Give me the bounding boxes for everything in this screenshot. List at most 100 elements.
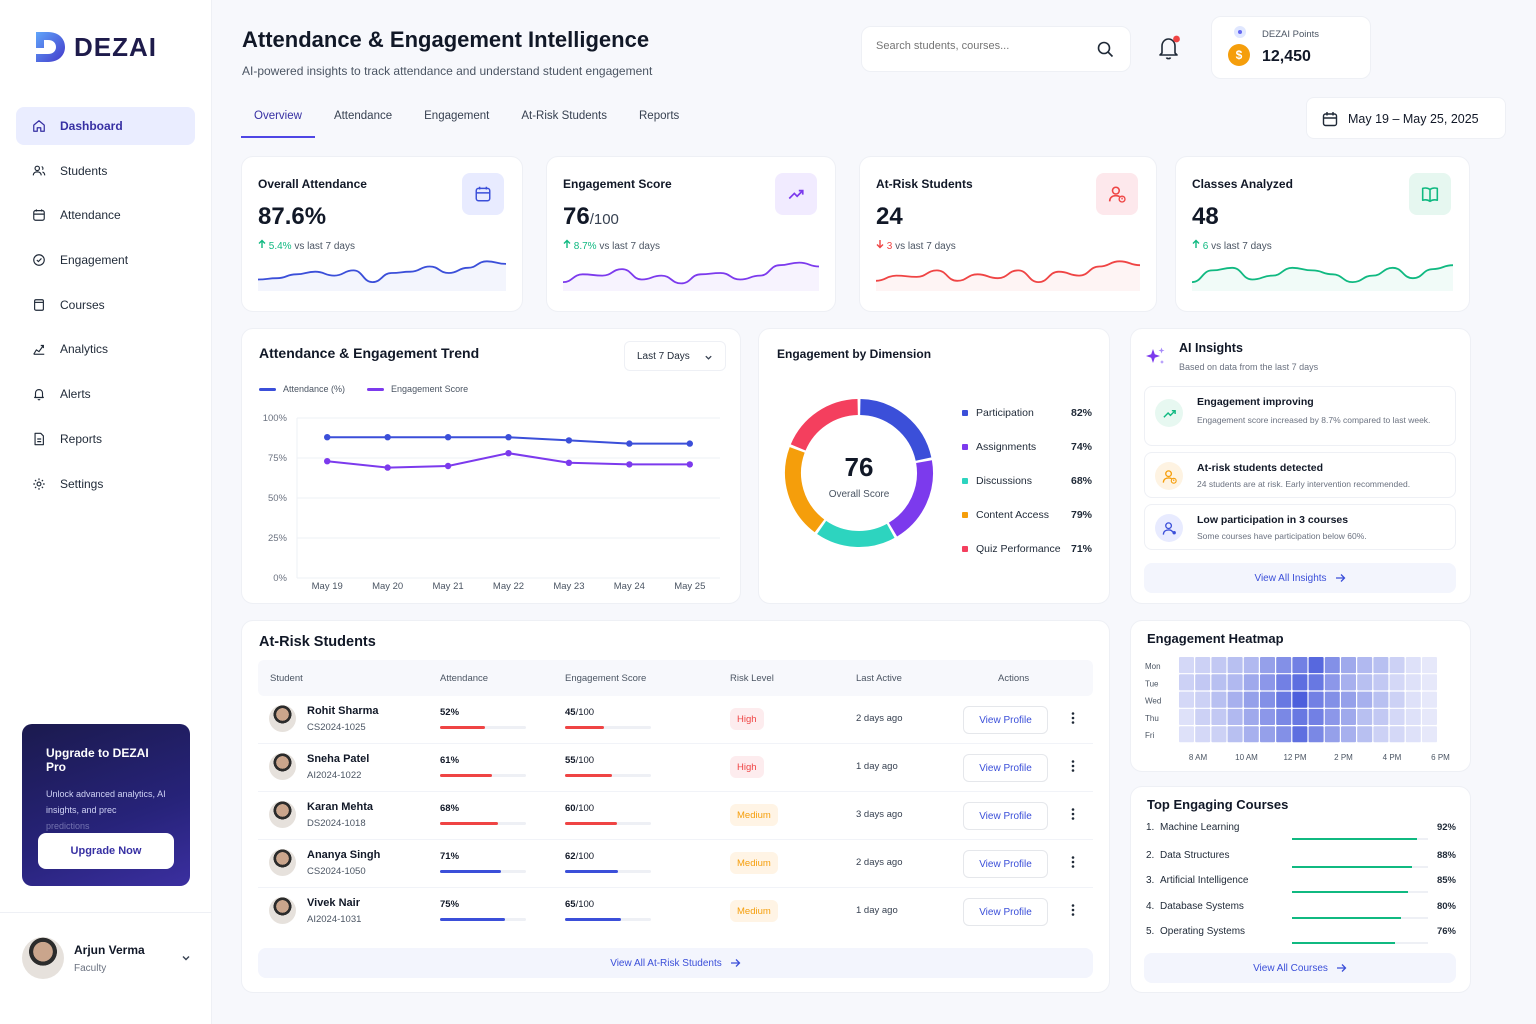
heatmap-cell[interactable] xyxy=(1276,657,1292,674)
heatmap-cell[interactable] xyxy=(1292,708,1308,725)
data-point[interactable] xyxy=(444,462,452,470)
view-all-insights-button[interactable]: View All Insights xyxy=(1144,563,1456,593)
heatmap-cell[interactable] xyxy=(1179,726,1194,743)
table-row[interactable]: Sneha Patel AI2024-1022 61% 55/100 High … xyxy=(258,744,1093,792)
view-all-courses-button[interactable]: View All Courses xyxy=(1144,953,1456,983)
heatmap-cell[interactable] xyxy=(1357,657,1373,674)
heatmap-cell[interactable] xyxy=(1389,657,1405,674)
data-point[interactable] xyxy=(686,440,693,447)
heatmap-cell[interactable] xyxy=(1308,691,1324,708)
donut-slice-participation[interactable] xyxy=(859,399,932,462)
upgrade-now-button[interactable]: Upgrade Now xyxy=(38,833,174,869)
heatmap-cell[interactable] xyxy=(1373,691,1389,708)
heatmap-cell[interactable] xyxy=(1195,708,1211,725)
sidebar-item-alerts[interactable]: Alerts xyxy=(16,375,195,413)
heatmap-cell[interactable] xyxy=(1227,708,1243,725)
table-row[interactable]: Ananya Singh CS2024-1050 71% 62/100 Medi… xyxy=(258,840,1093,888)
tab-at-risk-students[interactable]: At-Risk Students xyxy=(521,110,607,122)
heatmap-cell[interactable] xyxy=(1422,657,1437,674)
heatmap-cell[interactable] xyxy=(1195,657,1211,674)
chevron-down-icon[interactable] xyxy=(181,953,191,963)
heatmap-cell[interactable] xyxy=(1308,708,1324,725)
heatmap-cell[interactable] xyxy=(1292,674,1308,691)
tab-overview[interactable]: Overview xyxy=(241,102,315,138)
heatmap-cell[interactable] xyxy=(1324,726,1340,743)
data-point[interactable] xyxy=(384,434,391,441)
heatmap-cell[interactable] xyxy=(1324,691,1340,708)
bell-icon[interactable] xyxy=(1156,34,1182,62)
points-card[interactable]: $ DEZAI Points 12,450 xyxy=(1211,16,1371,79)
heatmap-cell[interactable] xyxy=(1308,726,1324,743)
data-point[interactable] xyxy=(565,459,573,466)
heatmap-cell[interactable] xyxy=(1308,657,1324,674)
heatmap-cell[interactable] xyxy=(1389,708,1405,725)
heatmap-cell[interactable] xyxy=(1373,708,1389,725)
heatmap-cell[interactable] xyxy=(1292,691,1308,708)
tab-engagement[interactable]: Engagement xyxy=(424,110,490,122)
heatmap-cell[interactable] xyxy=(1341,726,1356,743)
heatmap-cell[interactable] xyxy=(1422,691,1437,708)
view-profile-button[interactable]: View Profile xyxy=(963,706,1048,734)
heatmap-cell[interactable] xyxy=(1243,726,1259,743)
heatmap-cell[interactable] xyxy=(1227,674,1243,691)
heatmap-cell[interactable] xyxy=(1211,691,1227,708)
heatmap-cell[interactable] xyxy=(1324,708,1340,725)
sidebar-item-analytics[interactable]: Analytics xyxy=(16,330,195,368)
data-point[interactable] xyxy=(686,461,693,468)
heatmap-cell[interactable] xyxy=(1308,674,1324,691)
data-point[interactable] xyxy=(626,461,633,468)
search-input[interactable] xyxy=(876,40,1076,52)
heatmap-cell[interactable] xyxy=(1243,691,1259,708)
heatmap-cell[interactable] xyxy=(1422,674,1437,691)
heatmap-cell[interactable] xyxy=(1211,726,1227,743)
heatmap-cell[interactable] xyxy=(1211,674,1227,691)
heatmap-cell[interactable] xyxy=(1179,657,1194,674)
heatmap-cell[interactable] xyxy=(1211,708,1227,725)
heatmap-cell[interactable] xyxy=(1357,691,1373,708)
heatmap-cell[interactable] xyxy=(1324,657,1340,674)
heatmap-cell[interactable] xyxy=(1422,708,1437,725)
heatmap-cell[interactable] xyxy=(1260,708,1275,725)
heatmap-cell[interactable] xyxy=(1373,657,1389,674)
heatmap-cell[interactable] xyxy=(1341,674,1356,691)
tab-reports[interactable]: Reports xyxy=(639,110,680,122)
heatmap-cell[interactable] xyxy=(1292,726,1308,743)
more-vertical-icon[interactable] xyxy=(1070,807,1076,821)
view-profile-button[interactable]: View Profile xyxy=(963,754,1048,782)
table-row[interactable]: Rohit Sharma CS2024-1025 52% 45/100 High… xyxy=(258,696,1093,744)
kpi-card-at-risk-students[interactable]: At-Risk Students 24 3 vs last 7 days xyxy=(859,156,1157,312)
data-point[interactable] xyxy=(626,440,633,447)
range-select[interactable]: Last 7 Days xyxy=(624,341,726,371)
heatmap-cell[interactable] xyxy=(1389,674,1405,691)
heatmap-cell[interactable] xyxy=(1405,657,1421,674)
heatmap-cell[interactable] xyxy=(1405,674,1421,691)
heatmap-cell[interactable] xyxy=(1341,691,1356,708)
donut-slice-quiz-performance[interactable] xyxy=(790,399,859,451)
tab-attendance[interactable]: Attendance xyxy=(333,110,393,122)
donut-slice-assignments[interactable] xyxy=(888,460,933,537)
sidebar-item-courses[interactable]: Courses xyxy=(16,286,195,324)
kpi-card-classes-analyzed[interactable]: Classes Analyzed 48 6 vs last 7 days xyxy=(1175,156,1470,312)
heatmap-cell[interactable] xyxy=(1260,726,1275,743)
data-point[interactable] xyxy=(444,434,452,441)
course-item[interactable]: 5. Operating Systems 76% xyxy=(1146,926,1456,946)
heatmap-cell[interactable] xyxy=(1324,674,1340,691)
sidebar-item-students[interactable]: Students xyxy=(16,152,195,190)
course-item[interactable]: 1. Machine Learning 92% xyxy=(1146,822,1456,842)
heatmap-cell[interactable] xyxy=(1357,674,1373,691)
heatmap-cell[interactable] xyxy=(1405,726,1421,743)
data-point[interactable] xyxy=(505,450,512,457)
heatmap-cell[interactable] xyxy=(1179,674,1194,691)
kpi-card-overall-attendance[interactable]: Overall Attendance 87.6% 5.4% vs last 7 … xyxy=(241,156,523,312)
course-item[interactable]: 2. Data Structures 88% xyxy=(1146,850,1456,870)
heatmap-cell[interactable] xyxy=(1179,708,1194,725)
heatmap-cell[interactable] xyxy=(1227,691,1243,708)
search-box[interactable] xyxy=(861,26,1131,72)
data-point[interactable] xyxy=(384,464,391,471)
heatmap-cell[interactable] xyxy=(1260,674,1275,691)
heatmap-cell[interactable] xyxy=(1195,691,1211,708)
heatmap-cell[interactable] xyxy=(1276,708,1292,725)
heatmap-cell[interactable] xyxy=(1276,691,1292,708)
course-item[interactable]: 4. Database Systems 80% xyxy=(1146,901,1456,921)
heatmap-cell[interactable] xyxy=(1405,708,1421,725)
